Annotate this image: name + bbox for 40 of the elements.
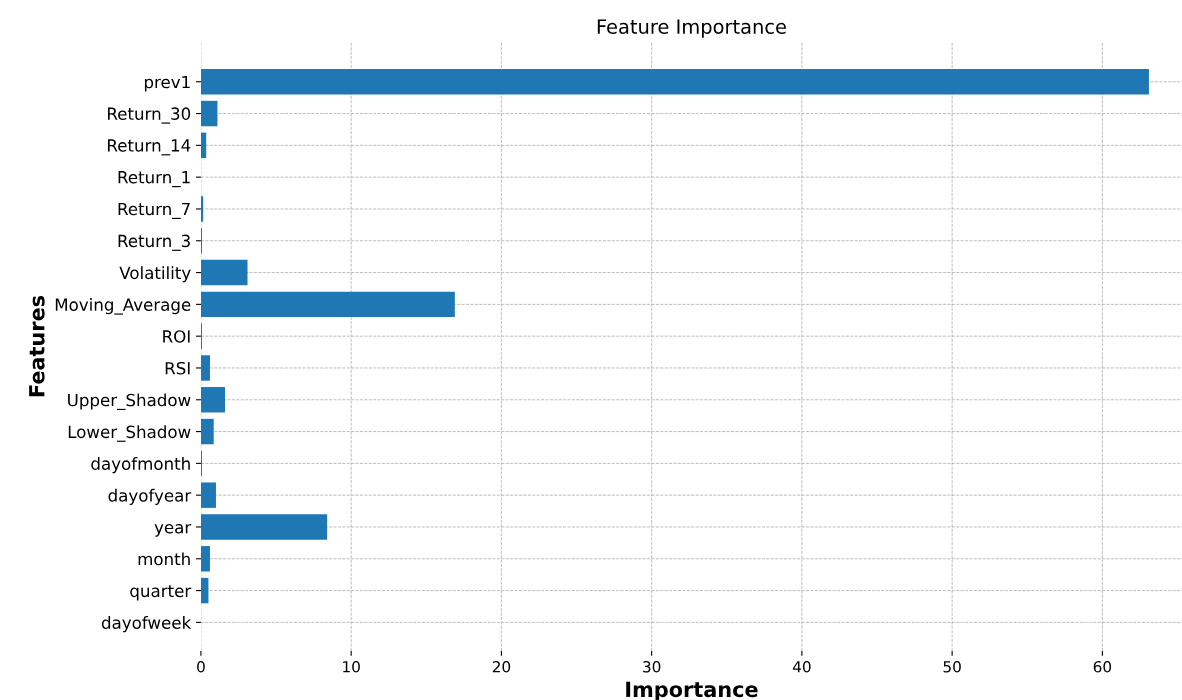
bar bbox=[200, 100, 218, 127]
x-tick-label: 50 bbox=[943, 660, 961, 673]
y-tick-label: Lower_Shadow bbox=[68, 425, 191, 442]
y-tick-label: ROI bbox=[163, 330, 190, 343]
y-tick-label: dayofweek bbox=[101, 616, 192, 633]
chart-title: Feature Importance bbox=[597, 19, 786, 38]
y-tick-label: year bbox=[154, 523, 192, 537]
bar bbox=[200, 259, 248, 286]
y-tick-label: dayofyear bbox=[108, 488, 192, 505]
x-tick-label: 40 bbox=[792, 660, 811, 673]
bar bbox=[200, 418, 214, 445]
y-tick-label: RSI bbox=[165, 361, 190, 375]
y-tick-label: Upper_Shadow bbox=[68, 393, 191, 411]
bar bbox=[200, 546, 210, 572]
bar bbox=[200, 482, 216, 508]
y-tick-label: Return_1 bbox=[118, 171, 190, 188]
y-tick-label: month bbox=[138, 552, 190, 566]
bar bbox=[200, 291, 455, 318]
x-tick-label: 10 bbox=[343, 660, 360, 673]
y-tick-label: Volatility bbox=[119, 266, 191, 283]
bar bbox=[200, 196, 204, 222]
y-tick-label: prev1 bbox=[144, 75, 190, 92]
bar bbox=[200, 387, 225, 413]
x-tick-label: 0 bbox=[197, 660, 205, 673]
bar bbox=[200, 132, 207, 159]
y-tick-label: Return_30 bbox=[108, 107, 191, 124]
bar bbox=[200, 577, 209, 604]
y-tick-label: dayofmonth bbox=[91, 457, 190, 474]
y-tick-label: quarter bbox=[130, 585, 192, 601]
y-tick-label: Moving_Average bbox=[55, 298, 191, 315]
bar bbox=[200, 514, 328, 540]
bar bbox=[200, 355, 210, 381]
x-tick-label: 60 bbox=[1093, 660, 1112, 673]
x-tick-label: 20 bbox=[492, 660, 511, 673]
y-tick-label: Return_14 bbox=[108, 139, 191, 156]
x-tick-label: 30 bbox=[643, 660, 661, 673]
y-axis-title: Features bbox=[29, 295, 45, 397]
y-tick-label: Return_3 bbox=[118, 234, 190, 251]
bar bbox=[200, 69, 1149, 95]
y-tick-label: Return_7 bbox=[118, 202, 190, 219]
